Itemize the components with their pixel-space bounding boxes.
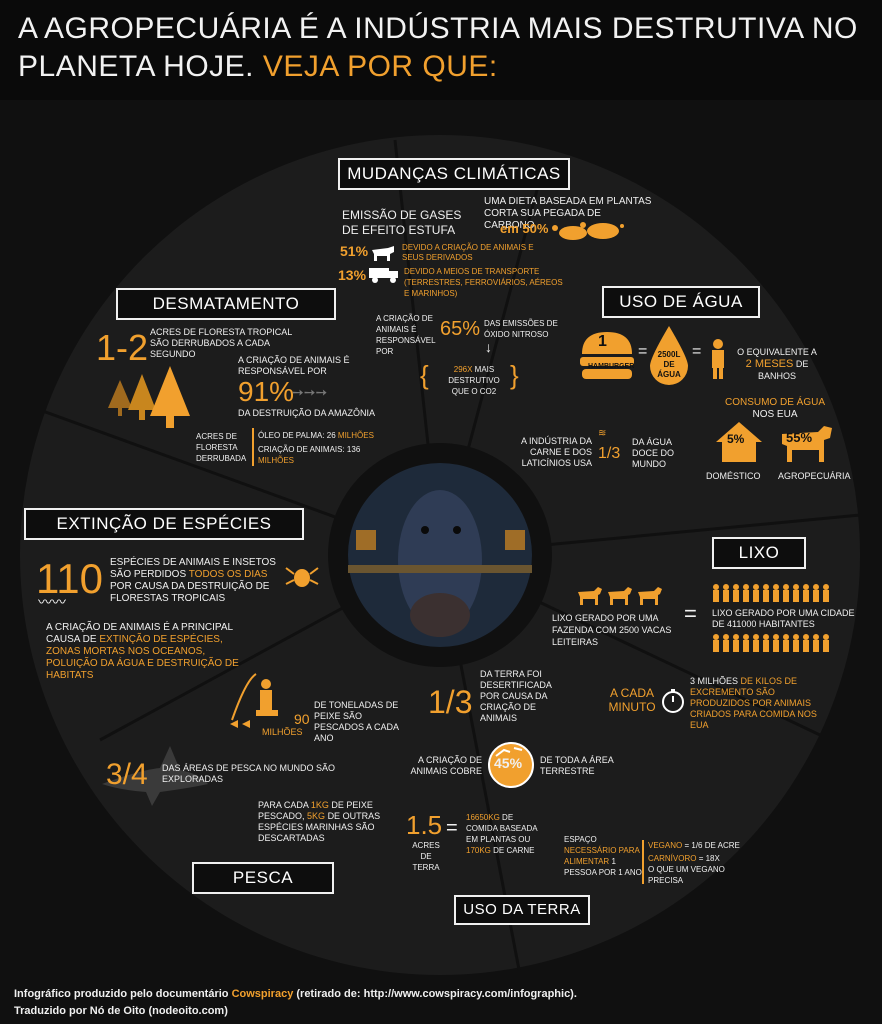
land-cover-pct: 45% xyxy=(494,755,523,771)
species-heading: EXTINÇÃO DE ESPÉCIES xyxy=(24,508,304,540)
diet-text: UMA DIETA BASEADA EM PLANTAS CORTA SUA P… xyxy=(484,196,652,231)
animals-deforestation: CRIAÇÃO DE ANIMAIS: 136 MILHÕES xyxy=(258,445,361,465)
fishing-tons-text: DE TONELADAS DE PEIXE SÃO PESCADOS A CAD… xyxy=(314,700,399,743)
equals-3: = xyxy=(684,601,697,626)
land-food-text: 16650KG DE COMIDA BASEADA EM PLANTAS OU … xyxy=(466,813,538,855)
footprint-icon xyxy=(552,222,624,240)
amazon-text: DA DESTRUIÇÃO DA AMAZÔNIA xyxy=(238,408,376,418)
industry-text: A INDÚSTRIA DA CARNE E DOS LATICÍNIOS US… xyxy=(520,436,592,468)
trees-icon xyxy=(108,366,190,428)
pct-13: 13% xyxy=(338,267,367,283)
consumption-title: CONSUMO DE ÁGUA xyxy=(724,397,825,408)
brace-right: } xyxy=(510,360,519,390)
globe-icon xyxy=(488,742,534,788)
cow-icon xyxy=(372,246,394,261)
farm-text: LIXO GERADO POR UMA FAZENDA COM 2500 VAC… xyxy=(552,613,672,647)
header: A AGROPECUÁRIA É A INDÚSTRIA MAIS DESTRU… xyxy=(0,0,882,100)
diet-pct: em 50% xyxy=(500,221,549,236)
land-acres-label: ACRES DE TERRA xyxy=(412,841,440,872)
waves-icon: ≋ xyxy=(598,428,607,439)
methane-text: DAS EMISSÕES DE ÓXIDO NITROSO xyxy=(484,319,558,339)
fishing-tons: 90 xyxy=(294,711,310,727)
hamburger-icon xyxy=(580,332,634,379)
land-divider xyxy=(642,840,644,884)
water-drop-icon xyxy=(650,326,688,385)
methane-pct: 65% xyxy=(440,318,481,340)
pct-51: 51% xyxy=(340,243,369,259)
equals-2: = xyxy=(692,343,702,360)
palm-oil: ÓLEO DE PALMA: 26 MILHÕES xyxy=(258,431,374,440)
brace-left: { xyxy=(420,360,429,390)
footer: Infográfico produzido pelo documentário … xyxy=(14,988,577,1017)
deforestation-pct: 91% xyxy=(238,376,295,407)
cow-agro-icon xyxy=(782,426,832,462)
arrow-down-icon: ↓ xyxy=(485,339,492,355)
fishing-fraction-text: DAS ÁREAS DE PESCA NO MUNDO SÃO EXPLORAD… xyxy=(162,763,336,784)
land-cover-suffix: DE TODA A ÁREA TERRESTRE xyxy=(540,755,614,776)
cause-text: A CRIAÇÃO DE ANIMAIS É A PRINCIPAL CAUSA… xyxy=(46,622,239,681)
pct-51-text: DEVIDO A CRIAÇÃO DE ANIMAIS E SEUS DERIV… xyxy=(402,243,534,262)
acres-label: ACRES DE FLORESTA DERRUBADA xyxy=(196,432,247,463)
waste-heading: LIXO xyxy=(712,537,806,569)
divider xyxy=(252,428,254,466)
pct-13-text: DEVIDO A MEIOS DE TRANSPORTE (TERRESTRES… xyxy=(404,267,563,298)
agro-label: AGROPECUÁRIA xyxy=(778,471,851,481)
deforestation-resp-text: A CRIAÇÃO DE ANIMAIS É RESPONSÁVEL POR xyxy=(238,355,350,376)
cows-icon xyxy=(578,587,662,605)
spider-icon xyxy=(285,567,319,587)
city-text: LIXO GERADO POR UMA CIDADE DE 411000 HAB… xyxy=(712,608,855,629)
land-fraction-text: DA TERRA FOI DESERTIFICADA POR CAUSA DA … xyxy=(480,669,552,723)
minute-text: 3 MILHÕES DE KILOS DE EXCREMENTO SÃO PRO… xyxy=(690,676,817,730)
bycatch-text: PARA CADA 1KG DE PEIXE PESCADO, 5KG DE O… xyxy=(258,800,381,843)
burger-label: HAMBURGER xyxy=(588,363,635,370)
domestic-label: DOMÉSTICO xyxy=(706,471,761,481)
cow-arrows-icon: ➙➙➙ xyxy=(292,384,328,400)
shark-icon xyxy=(102,746,208,806)
co2-text: 296X MAIS DESTRUTIVO QUE O CO2 xyxy=(448,365,500,396)
fresh-text: DA ÁGUA DOCE DO MUNDO xyxy=(632,437,675,469)
wave-icon: 〰〰 xyxy=(38,594,66,610)
land-cover-text: A CRIAÇÃO DE ANIMAIS COBRE xyxy=(410,755,482,776)
deforestation-heading: DESMATAMENTO xyxy=(116,288,336,320)
emissions-label: EMISSÃO DE GASES DE EFEITO ESTUFA xyxy=(342,208,462,237)
equals-1: = xyxy=(638,343,648,360)
fishing-unit: MILHÕES xyxy=(262,727,303,737)
land-fraction: 1/3 xyxy=(428,684,473,720)
methane-intro: A CRIAÇÃO DE ANIMAIS É RESPONSÁVEL POR xyxy=(376,314,436,356)
species-text: ESPÉCIES DE ANIMAIS E INSETOS SÃO PERDID… xyxy=(110,557,276,604)
minute-label: A CADA MINUTO xyxy=(608,686,656,714)
land-equals: = xyxy=(446,817,458,839)
land-heading: USO DA TERRA xyxy=(454,895,590,925)
fishing-fraction: 3/4 xyxy=(106,758,148,791)
deforestation-range-text: ACRES DE FLORESTA TROPICAL SÃO DERRUBADO… xyxy=(150,327,292,359)
climate-heading: MUDANÇAS CLIMÁTICAS xyxy=(338,158,570,190)
fisherman-icon xyxy=(230,673,278,728)
deforestation-range: 1-2 xyxy=(96,327,149,368)
carnivore-text: CARNÍVORO = 18X O QUE UM VEGANO PRECISA xyxy=(648,854,725,885)
land-acres-num: 1.5 xyxy=(406,810,443,840)
drop-value: 2500L DE ÁGUA xyxy=(657,350,681,379)
fishing-heading: PESCA xyxy=(192,862,334,894)
agro-pct: 55% xyxy=(786,430,813,445)
shower-person-icon xyxy=(712,339,724,379)
water-heading: USO DE ÁGUA xyxy=(602,286,760,318)
house-icon xyxy=(716,422,762,462)
domestic-pct: 5% xyxy=(727,432,745,446)
consumption-sub: NOS EUA xyxy=(752,409,798,420)
vegan-text: VEGANO = 1/6 DE ACRE xyxy=(648,841,740,850)
burger-num: 1 xyxy=(598,333,607,350)
page-title: A AGROPECUÁRIA É A INDÚSTRIA MAIS DESTRU… xyxy=(18,12,858,83)
stopwatch-icon xyxy=(662,689,684,713)
space-text: ESPAÇO NECESSÁRIO PARA ALIMENTAR 1 PESSO… xyxy=(564,835,642,877)
truck-icon xyxy=(369,268,398,283)
species-number: 110 xyxy=(36,555,103,602)
water-fraction: 1/3 xyxy=(598,445,621,462)
